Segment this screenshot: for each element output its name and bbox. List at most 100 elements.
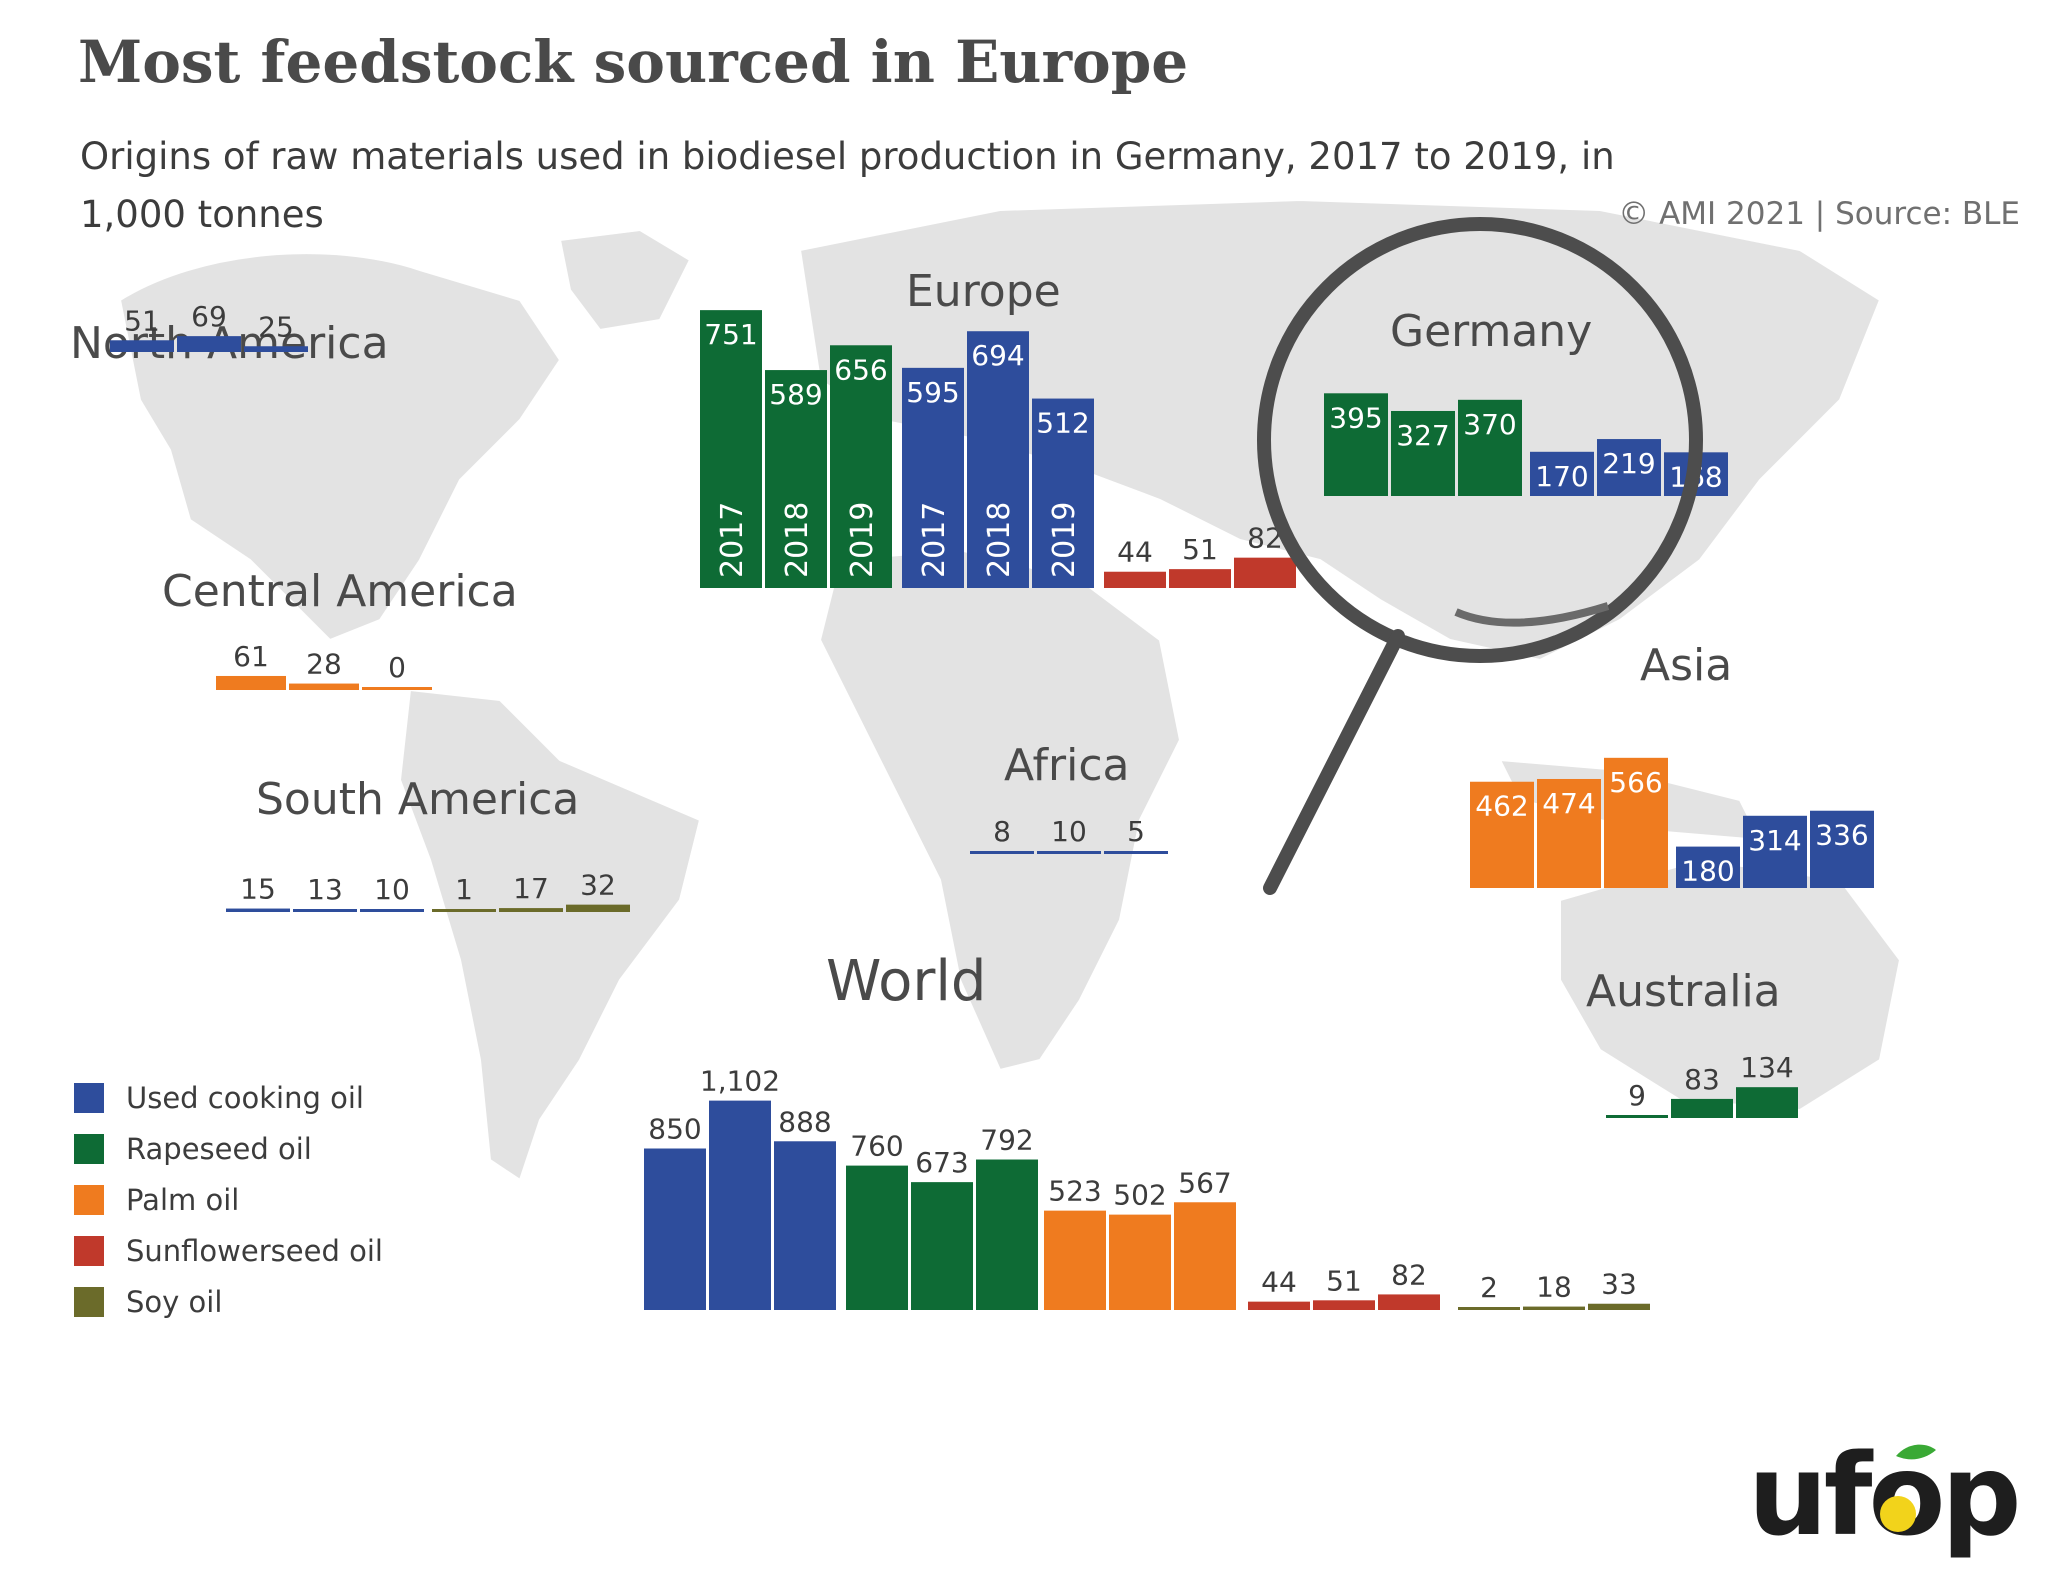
- legend-item: Soy oil: [74, 1276, 383, 1327]
- year-label: 2017: [917, 502, 952, 578]
- legend-item: Rapeseed oil: [74, 1123, 383, 1174]
- bar-world-sunflowerseed-oil-2019: [1378, 1294, 1440, 1310]
- bar-world-soy-oil-2017: [1458, 1307, 1520, 1310]
- data-label: 694: [971, 339, 1024, 372]
- data-label: 888: [778, 1105, 831, 1138]
- legend-label: Sunflowerseed oil: [126, 1233, 383, 1268]
- region-title-south-america: South America: [256, 774, 579, 825]
- data-label: 51: [1182, 533, 1218, 566]
- bar-europe-sunflowerseed-oil-2019: [1234, 557, 1296, 588]
- logo-text: ufop: [1748, 1431, 2022, 1561]
- year-label: 2018: [982, 502, 1017, 578]
- bar-world-rapeseed-oil-2018: [911, 1182, 973, 1310]
- bar-world-soy-oil-2019: [1588, 1303, 1650, 1310]
- bar-north-america-used-cooking-oil-2017: [110, 340, 174, 352]
- data-label: 474: [1542, 787, 1595, 820]
- bar-world-palm-oil-2019: [1174, 1202, 1236, 1310]
- data-label: 751: [704, 318, 757, 351]
- region-title-africa: Africa: [1004, 740, 1130, 791]
- data-label: 13: [307, 873, 343, 906]
- bar-south-america-soy-oil-2018: [499, 908, 563, 912]
- bar-germany-rapeseed-oil-2019: [1458, 399, 1522, 496]
- magnifier-handle: [1263, 629, 1405, 895]
- data-label: 327: [1396, 419, 1449, 452]
- bar-central-america-palm-oil-2018: [289, 683, 359, 690]
- data-label: 82: [1391, 1258, 1427, 1291]
- ufop-logo: ufop: [1748, 1431, 2022, 1566]
- bar-asia-palm-oil-2018: [1537, 778, 1601, 888]
- bar-south-america-soy-oil-2019: [566, 904, 630, 912]
- bar-north-america-used-cooking-oil-2018: [177, 336, 241, 352]
- data-label: 1: [455, 873, 473, 906]
- data-label: 595: [906, 376, 959, 409]
- chart-subtitle: Origins of raw materials used in biodies…: [80, 135, 1615, 236]
- data-label: 370: [1463, 408, 1516, 441]
- data-label: 51: [1326, 1264, 1362, 1297]
- legend-swatch-rapeseed-oil: [74, 1133, 104, 1164]
- bar-north-america-used-cooking-oil-2019: [244, 346, 308, 352]
- bar-world-used-cooking-oil-2018: [709, 1100, 771, 1310]
- legend-swatch-used-cooking-oil: [74, 1082, 104, 1113]
- source-note: © AMI 2021 | Source: BLE: [1618, 196, 2020, 232]
- data-label: 134: [1740, 1051, 1793, 1084]
- data-label: 336: [1815, 819, 1868, 852]
- data-label: 0: [388, 651, 406, 684]
- data-label: 589: [769, 378, 822, 411]
- data-label: 33: [1601, 1268, 1637, 1301]
- bar-germany-rapeseed-oil-2018: [1391, 410, 1455, 496]
- data-label: 32: [580, 869, 616, 902]
- data-label: 44: [1117, 536, 1153, 569]
- bar-asia-palm-oil-2017: [1470, 781, 1534, 888]
- bar-europe-sunflowerseed-oil-2018: [1169, 569, 1231, 588]
- data-label: 512: [1036, 407, 1089, 440]
- data-label: 44: [1261, 1266, 1297, 1299]
- data-label: 10: [374, 873, 410, 906]
- data-label: 314: [1748, 824, 1801, 857]
- bar-world-rapeseed-oil-2019: [976, 1159, 1038, 1310]
- data-label: 567: [1178, 1166, 1231, 1199]
- logo-leaf-icon: [1880, 1444, 1936, 1532]
- data-label: 2: [1480, 1271, 1498, 1304]
- greenland-shape: [558, 228, 692, 332]
- data-label: 170: [1535, 460, 1588, 493]
- year-label: 2019: [845, 502, 880, 578]
- bar-europe-used-cooking-oil-2019: [1032, 398, 1094, 588]
- data-label: 180: [1681, 855, 1734, 888]
- bar-world-sunflowerseed-oil-2018: [1313, 1300, 1375, 1310]
- bar-africa-used-cooking-oil-2019: [1104, 851, 1168, 854]
- bar-europe-sunflowerseed-oil-2017: [1104, 571, 1166, 588]
- region-title-europe: Europe: [906, 266, 1061, 317]
- bar-asia-used-cooking-oil-2019: [1810, 810, 1874, 888]
- data-label: 10: [1051, 815, 1087, 848]
- africa-shape: [818, 548, 1182, 1072]
- bar-world-palm-oil-2018: [1109, 1214, 1171, 1310]
- data-label: 28: [306, 648, 342, 681]
- bar-asia-used-cooking-oil-2017: [1676, 846, 1740, 888]
- bar-europe-used-cooking-oil-2018: [967, 331, 1029, 588]
- bar-australia-rapeseed-oil-2019: [1736, 1087, 1798, 1118]
- legend-label: Palm oil: [126, 1182, 240, 1217]
- region-title-germany: Germany: [1390, 306, 1592, 357]
- data-label: 673: [915, 1146, 968, 1179]
- data-label: 15: [240, 873, 276, 906]
- bar-europe-rapeseed-oil-2017: [700, 310, 762, 588]
- bar-germany-rapeseed-oil-2017: [1324, 393, 1388, 496]
- data-label: 502: [1113, 1179, 1166, 1212]
- bar-south-america-used-cooking-oil-2019: [360, 909, 424, 912]
- bar-central-america-palm-oil-2017: [216, 675, 286, 690]
- bar-asia-used-cooking-oil-2018: [1743, 815, 1807, 888]
- data-label: 8: [993, 815, 1011, 848]
- region-title-australia: Australia: [1586, 966, 1781, 1017]
- data-label: 5: [1127, 815, 1145, 848]
- legend-item: Used cooking oil: [74, 1072, 383, 1123]
- data-label: 792: [980, 1124, 1033, 1157]
- bar-africa-used-cooking-oil-2018: [1037, 851, 1101, 854]
- data-label: 656: [834, 353, 887, 386]
- data-label: 219: [1602, 447, 1655, 480]
- bar-world-sunflowerseed-oil-2017: [1248, 1301, 1310, 1310]
- bar-south-america-used-cooking-oil-2017: [226, 908, 290, 912]
- data-label: 51: [124, 304, 160, 337]
- magnifier-glare: [1454, 602, 1610, 627]
